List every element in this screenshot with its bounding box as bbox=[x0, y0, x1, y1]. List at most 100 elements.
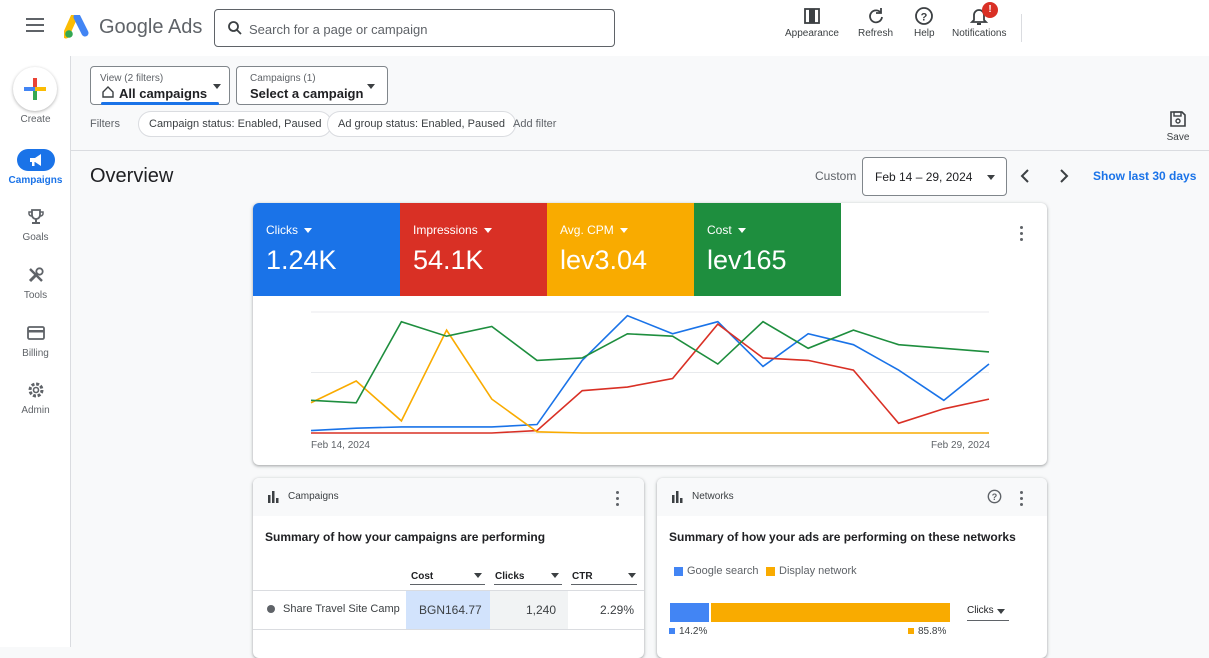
help-button[interactable]: ? Help bbox=[914, 6, 935, 39]
column-header-ctr[interactable]: CTR bbox=[572, 571, 593, 582]
appearance-label: Appearance bbox=[785, 28, 839, 39]
notification-badge: ! bbox=[982, 2, 998, 18]
network-metric-select[interactable]: Clicks bbox=[967, 605, 1009, 621]
overview-line-chart bbox=[310, 311, 990, 434]
chevron-down-icon[interactable] bbox=[551, 573, 559, 578]
divider bbox=[71, 150, 1209, 151]
series-line-3[interactable] bbox=[310, 320, 990, 404]
x-axis-start-label: Feb 14, 2024 bbox=[311, 440, 370, 451]
ctr-value: 2.29% bbox=[600, 603, 635, 617]
search-input[interactable]: Search for a page or campaign bbox=[214, 9, 615, 47]
campaign-dropdown-value: Select a campaign bbox=[250, 86, 364, 101]
chevron-down-icon bbox=[304, 228, 312, 234]
pct-value: 14.2% bbox=[679, 626, 708, 637]
add-filter-button[interactable]: Add filter bbox=[513, 118, 557, 130]
card-title: Campaigns bbox=[288, 491, 339, 502]
series-line-0[interactable] bbox=[310, 314, 990, 432]
help-icon: ? bbox=[915, 7, 934, 25]
clicks-value: 1,240 bbox=[526, 603, 557, 617]
campaign-dropdown[interactable]: Campaigns (1) Select a campaign bbox=[236, 66, 388, 105]
sidebar-item-label: Create bbox=[20, 114, 51, 125]
filter-chip-campaign-status[interactable]: Campaign status: Enabled, Paused bbox=[138, 111, 333, 137]
campaigns-card: Campaigns Summary of how your campaigns … bbox=[253, 478, 644, 658]
menu-icon[interactable] bbox=[26, 18, 44, 32]
metric-tile-avg-cpm[interactable]: Avg. CPM lev3.04 bbox=[547, 203, 694, 296]
metric-value: lev3.04 bbox=[560, 245, 648, 275]
chevron-left-icon[interactable] bbox=[1019, 168, 1031, 184]
column-header-cost[interactable]: Cost bbox=[411, 571, 434, 582]
sidebar-item-label: Admin bbox=[21, 405, 50, 416]
chevron-down-icon bbox=[987, 175, 995, 180]
bell-icon bbox=[970, 9, 989, 25]
metric-value: 1.24K bbox=[266, 245, 337, 275]
tools-icon bbox=[17, 264, 55, 286]
bar-chart-icon bbox=[672, 491, 683, 503]
chevron-down-icon bbox=[997, 609, 1005, 614]
display-network-share-bar[interactable] bbox=[710, 603, 950, 622]
google-search-pct: 14.2% bbox=[669, 626, 707, 637]
google-ads-logo[interactable] bbox=[64, 15, 92, 39]
more-vert-icon[interactable] bbox=[1020, 226, 1024, 244]
chevron-down-icon bbox=[737, 228, 746, 234]
metric-label: Clicks bbox=[266, 223, 298, 237]
sidebar-item-campaigns[interactable]: Campaigns bbox=[0, 149, 71, 186]
metric-tile-impressions[interactable]: Impressions 54.1K bbox=[400, 203, 547, 296]
campaign-name[interactable]: Share Travel Site Camp bbox=[283, 603, 400, 615]
create-button[interactable] bbox=[13, 67, 57, 111]
show-last-30-days-link[interactable]: Show last 30 days bbox=[1093, 169, 1197, 183]
metric-tile-cost[interactable]: Cost lev165 bbox=[694, 203, 841, 296]
more-vert-icon[interactable] bbox=[616, 491, 620, 509]
metric-tile-clicks[interactable]: Clicks 1.24K bbox=[253, 203, 400, 296]
sidebar-item-billing[interactable]: Billing bbox=[0, 322, 71, 359]
chevron-down-icon[interactable] bbox=[474, 573, 482, 578]
sidebar-item-tools[interactable]: Tools bbox=[0, 264, 71, 301]
date-mode-label: Custom bbox=[815, 169, 857, 183]
refresh-button[interactable]: Refresh bbox=[858, 6, 893, 39]
more-vert-icon[interactable] bbox=[1020, 491, 1024, 509]
legend-label: Display network bbox=[779, 565, 857, 577]
campaigns-card-header: Campaigns bbox=[253, 478, 644, 516]
credit-card-icon bbox=[17, 322, 55, 344]
search-icon bbox=[228, 21, 242, 35]
column-header-clicks[interactable]: Clicks bbox=[495, 571, 525, 582]
notifications-label: Notifications bbox=[952, 28, 1007, 39]
filter-chip-adgroup-status[interactable]: Ad group status: Enabled, Paused bbox=[327, 111, 516, 137]
view-dropdown[interactable]: View (2 filters) All campaigns bbox=[90, 66, 230, 105]
cost-cell-highlight bbox=[406, 591, 490, 629]
chevron-down-icon bbox=[367, 84, 375, 89]
series-line-2[interactable] bbox=[310, 328, 989, 434]
sidebar-item-goals[interactable]: Goals bbox=[0, 206, 71, 243]
save-button[interactable]: Save bbox=[1163, 110, 1193, 143]
sidebar-item-label: Campaigns bbox=[8, 175, 63, 186]
help-icon[interactable]: ? bbox=[987, 489, 1002, 504]
chevron-right-icon[interactable] bbox=[1058, 168, 1070, 184]
view-dropdown-value: All campaigns bbox=[119, 86, 208, 101]
appearance-button[interactable]: Appearance bbox=[785, 6, 839, 39]
gear-icon bbox=[17, 379, 55, 401]
clicks-cell-bg bbox=[490, 591, 568, 629]
date-range-dropdown[interactable]: Feb 14 – 29, 2024 bbox=[862, 157, 1007, 196]
metric-value: lev165 bbox=[707, 245, 787, 275]
save-label: Save bbox=[1166, 132, 1190, 143]
networks-card: Networks ? Summary of how your ads are p… bbox=[657, 478, 1047, 658]
table-row[interactable]: Share Travel Site Camp BGN164.77 1,240 2… bbox=[253, 591, 644, 629]
series-line-1[interactable] bbox=[311, 323, 990, 434]
app-name[interactable]: Google Ads bbox=[99, 16, 203, 38]
metric-label: Impressions bbox=[413, 223, 478, 237]
x-axis-end-label: Feb 29, 2024 bbox=[931, 440, 990, 451]
svg-text:?: ? bbox=[921, 12, 928, 24]
sidebar-item-create[interactable]: Create bbox=[0, 114, 71, 125]
pct-value: 85.8% bbox=[918, 626, 947, 637]
view-underline bbox=[101, 102, 219, 105]
sidebar-item-label: Tools bbox=[23, 290, 48, 301]
legend-label: Google search bbox=[687, 565, 759, 577]
chevron-down-icon bbox=[483, 228, 492, 234]
refresh-label: Refresh bbox=[858, 28, 894, 39]
chevron-down-icon[interactable] bbox=[628, 573, 636, 578]
chevron-down-icon bbox=[213, 84, 221, 89]
help-label: Help bbox=[914, 28, 935, 39]
sidebar-item-admin[interactable]: Admin bbox=[0, 379, 71, 416]
notifications-button[interactable]: Notifications bbox=[952, 6, 1006, 39]
google-search-share-bar[interactable] bbox=[670, 603, 709, 622]
plus-icon bbox=[24, 78, 46, 100]
